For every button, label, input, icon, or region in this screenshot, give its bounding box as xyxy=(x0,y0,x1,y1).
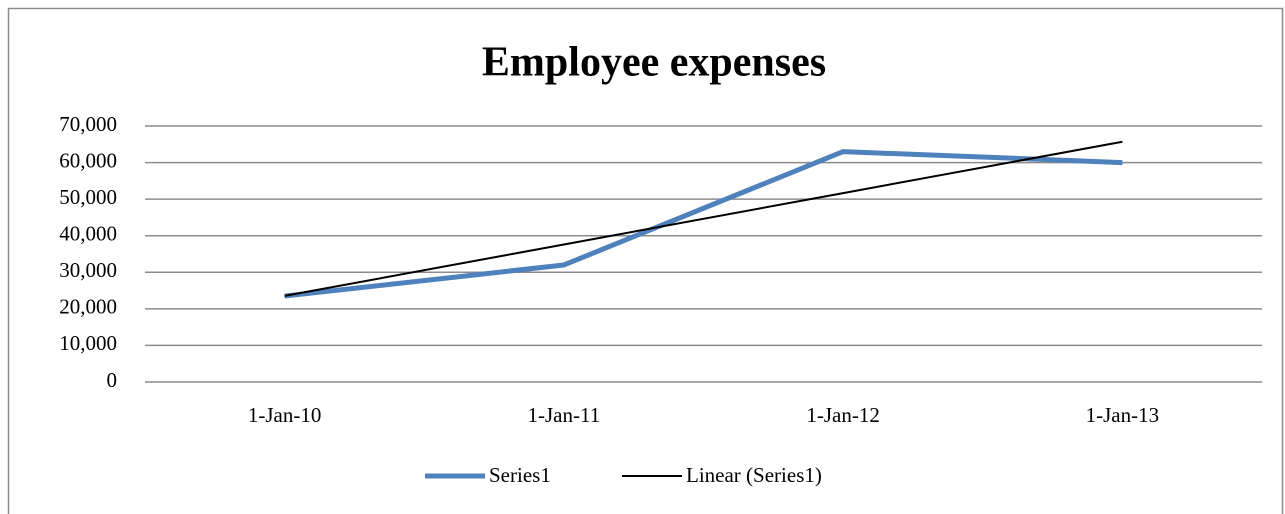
chart-border xyxy=(7,7,1284,514)
x-tick-label: 1-Jan-10 xyxy=(248,403,321,427)
x-tick-label: 1-Jan-12 xyxy=(806,403,879,427)
trend-line xyxy=(284,140,1123,297)
y-tick-label: 60,000 xyxy=(59,148,117,172)
x-tick-label: 1-Jan-13 xyxy=(1086,403,1159,427)
y-tick-label: 30,000 xyxy=(59,258,117,282)
legend-label: Linear (Series1) xyxy=(686,463,822,487)
legend-label: Series1 xyxy=(489,463,551,487)
y-tick-label: 20,000 xyxy=(59,295,117,319)
y-tick-label: 0 xyxy=(107,368,118,392)
series-line xyxy=(284,149,1123,299)
y-tick-label: 10,000 xyxy=(59,331,117,355)
x-tick-label: 1-Jan-11 xyxy=(528,403,601,427)
y-tick-label: 70,000 xyxy=(59,112,117,136)
y-tick-label: 40,000 xyxy=(59,222,117,246)
chart-title: Employee expenses xyxy=(482,40,826,86)
y-tick-label: 50,000 xyxy=(59,185,117,209)
